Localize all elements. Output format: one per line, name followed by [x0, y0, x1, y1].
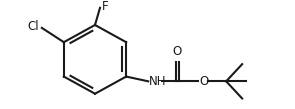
- Text: NH: NH: [149, 75, 167, 88]
- Text: O: O: [173, 45, 182, 58]
- Text: F: F: [102, 0, 109, 13]
- Text: O: O: [199, 75, 209, 88]
- Text: Cl: Cl: [27, 20, 39, 33]
